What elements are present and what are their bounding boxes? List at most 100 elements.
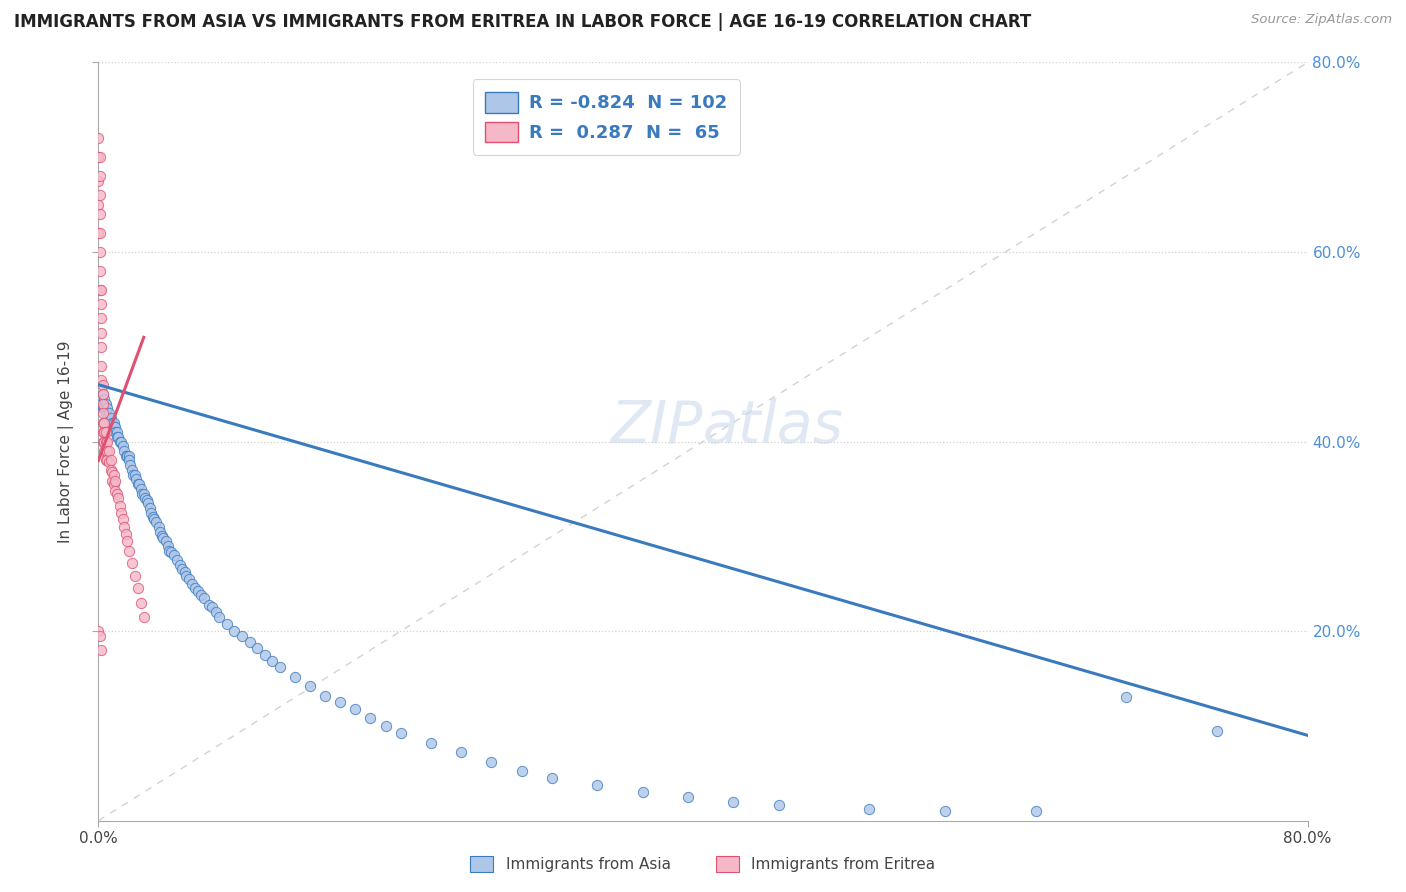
Point xyxy=(90,283,112,297)
Y-axis label: In Labor Force | Age 16-19: In Labor Force | Age 16-19 xyxy=(58,340,75,543)
Point xyxy=(179,572,201,586)
Point xyxy=(314,689,336,703)
Point xyxy=(586,778,609,792)
Point xyxy=(90,326,112,340)
Text: Source: ZipAtlas.com: Source: ZipAtlas.com xyxy=(1251,13,1392,27)
Text: ZIP: ZIP xyxy=(610,398,703,455)
Point xyxy=(98,455,121,469)
Point xyxy=(125,473,148,487)
Point xyxy=(93,434,115,449)
Point xyxy=(89,169,111,184)
Point xyxy=(107,430,129,444)
Point xyxy=(89,188,111,202)
Point xyxy=(163,548,186,563)
Point xyxy=(169,558,191,572)
Point xyxy=(110,434,132,449)
Point xyxy=(91,434,114,449)
Point xyxy=(253,648,276,662)
Point xyxy=(540,771,562,785)
Point xyxy=(103,416,125,430)
Point xyxy=(87,624,110,639)
Point xyxy=(190,588,212,602)
Point xyxy=(150,529,173,543)
Point xyxy=(197,598,219,612)
Point xyxy=(127,477,149,491)
Point xyxy=(160,545,183,559)
Point xyxy=(269,660,291,674)
Text: atlas: atlas xyxy=(703,398,844,455)
Point xyxy=(89,226,111,240)
Point xyxy=(481,755,503,769)
Point xyxy=(934,804,956,818)
Point xyxy=(193,591,215,605)
Point xyxy=(155,534,177,549)
Point xyxy=(98,406,121,420)
Point xyxy=(89,264,111,278)
Point xyxy=(105,425,128,439)
Point xyxy=(105,486,128,500)
Point xyxy=(91,416,114,430)
Point xyxy=(173,566,195,580)
Point xyxy=(96,453,118,467)
Point xyxy=(858,802,880,816)
Point xyxy=(768,798,790,813)
Point xyxy=(93,392,115,406)
Point xyxy=(129,482,152,496)
Point xyxy=(115,534,138,549)
Point xyxy=(329,695,352,709)
Point xyxy=(420,736,443,750)
Point xyxy=(159,543,181,558)
Point xyxy=(112,444,135,458)
Point xyxy=(87,197,110,211)
Point xyxy=(166,553,188,567)
Legend: Immigrants from Asia, Immigrants from Eritrea: Immigrants from Asia, Immigrants from Er… xyxy=(463,848,943,880)
Point xyxy=(284,669,307,684)
Point xyxy=(149,524,172,539)
Point xyxy=(450,746,472,760)
Point xyxy=(89,207,111,221)
Point xyxy=(208,610,231,624)
Point xyxy=(121,463,143,477)
Point xyxy=(91,406,114,420)
Point xyxy=(91,401,114,416)
Point xyxy=(108,434,131,449)
Point xyxy=(96,444,118,458)
Point xyxy=(90,643,112,657)
Point xyxy=(510,764,533,779)
Point xyxy=(156,539,179,553)
Point xyxy=(89,244,111,259)
Point xyxy=(89,392,111,406)
Point xyxy=(104,483,127,498)
Point xyxy=(108,499,131,513)
Point xyxy=(360,711,382,725)
Point xyxy=(112,520,135,534)
Point xyxy=(128,477,150,491)
Text: IMMIGRANTS FROM ASIA VS IMMIGRANTS FROM ERITREA IN LABOR FORCE | AGE 16-19 CORRE: IMMIGRANTS FROM ASIA VS IMMIGRANTS FROM … xyxy=(14,13,1032,31)
Point xyxy=(129,596,152,610)
Point xyxy=(141,506,163,520)
Point xyxy=(90,311,112,326)
Point xyxy=(89,629,111,643)
Point xyxy=(105,430,128,444)
Point xyxy=(231,629,253,643)
Point xyxy=(181,576,204,591)
Point xyxy=(389,726,412,740)
Point xyxy=(118,449,141,463)
Point xyxy=(139,500,162,515)
Point xyxy=(90,297,112,311)
Point xyxy=(132,486,155,500)
Point xyxy=(110,506,132,520)
Point xyxy=(96,434,118,449)
Point xyxy=(246,641,269,656)
Point xyxy=(224,624,246,639)
Point xyxy=(90,373,112,387)
Point xyxy=(93,416,115,430)
Point xyxy=(184,582,207,596)
Point xyxy=(103,420,125,434)
Point xyxy=(132,610,155,624)
Point xyxy=(299,679,322,693)
Point xyxy=(120,458,142,473)
Point xyxy=(100,410,122,425)
Point xyxy=(90,359,112,373)
Point xyxy=(239,635,262,649)
